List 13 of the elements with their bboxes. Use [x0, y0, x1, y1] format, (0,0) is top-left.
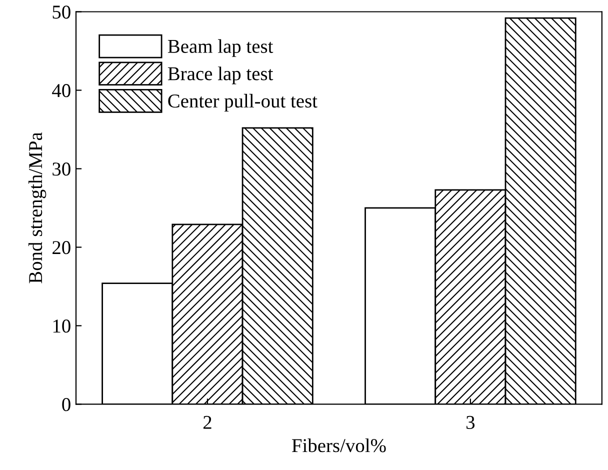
y-tick-label: 30	[52, 162, 70, 176]
legend-label: Beam lap test	[168, 39, 274, 57]
y-tick-label: 0	[62, 398, 70, 412]
y-axis-title: Bond strength/MPa	[28, 132, 46, 284]
y-tick-label: 40	[52, 84, 70, 98]
y-tick-label: 50	[52, 6, 70, 19]
x-tick-label: 2	[203, 416, 212, 429]
legend-label: Brace lap test	[168, 66, 274, 84]
x-axis-title: Fibers/vol%	[292, 438, 386, 452]
y-tick-label: 10	[53, 320, 70, 333]
x-tick-label: 3	[466, 416, 475, 429]
y-tick-label: 20	[52, 241, 70, 254]
legend-label: Center pull-out test	[168, 94, 318, 112]
